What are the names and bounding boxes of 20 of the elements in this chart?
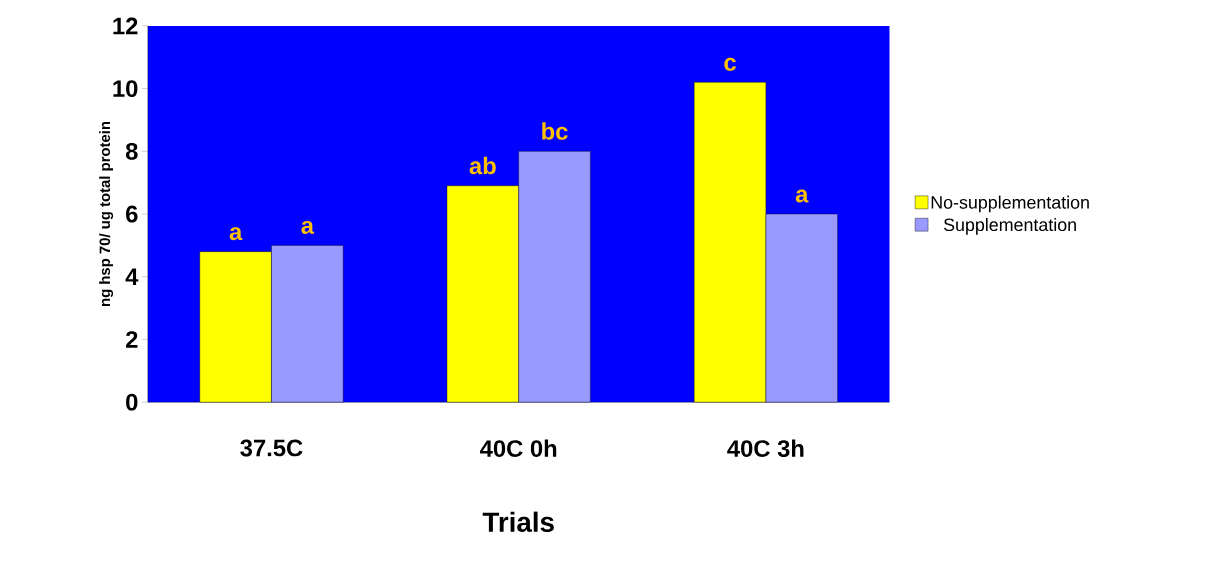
y-tick-label: 0 (126, 393, 138, 411)
annotation: a (301, 220, 315, 234)
annotation: c (724, 57, 736, 71)
legend-label: No-supplementation (931, 195, 1089, 213)
annotation: a (795, 189, 809, 203)
x-tick-label: 37.5C (240, 439, 303, 457)
annotation: ab (469, 156, 496, 175)
y-tick-label: 10 (113, 79, 138, 97)
y-tick-label: 2 (125, 330, 138, 348)
y-tick-label: 8 (125, 142, 138, 160)
annotation: bc (542, 122, 568, 140)
x-axis-title: Trials (482, 511, 554, 532)
y-tick-label: 4 (125, 268, 139, 285)
y-tick-label: 6 (126, 205, 138, 223)
x-tick-label: 40C 3h (727, 439, 804, 457)
x-tick-label: 40C 0h (480, 439, 557, 457)
y-axis-title: ng hsp 70/ ug total protein (99, 121, 114, 306)
annotation: a (229, 226, 243, 240)
legend-label: Supplementation (943, 217, 1076, 235)
y-tick-label: 12 (113, 17, 138, 34)
